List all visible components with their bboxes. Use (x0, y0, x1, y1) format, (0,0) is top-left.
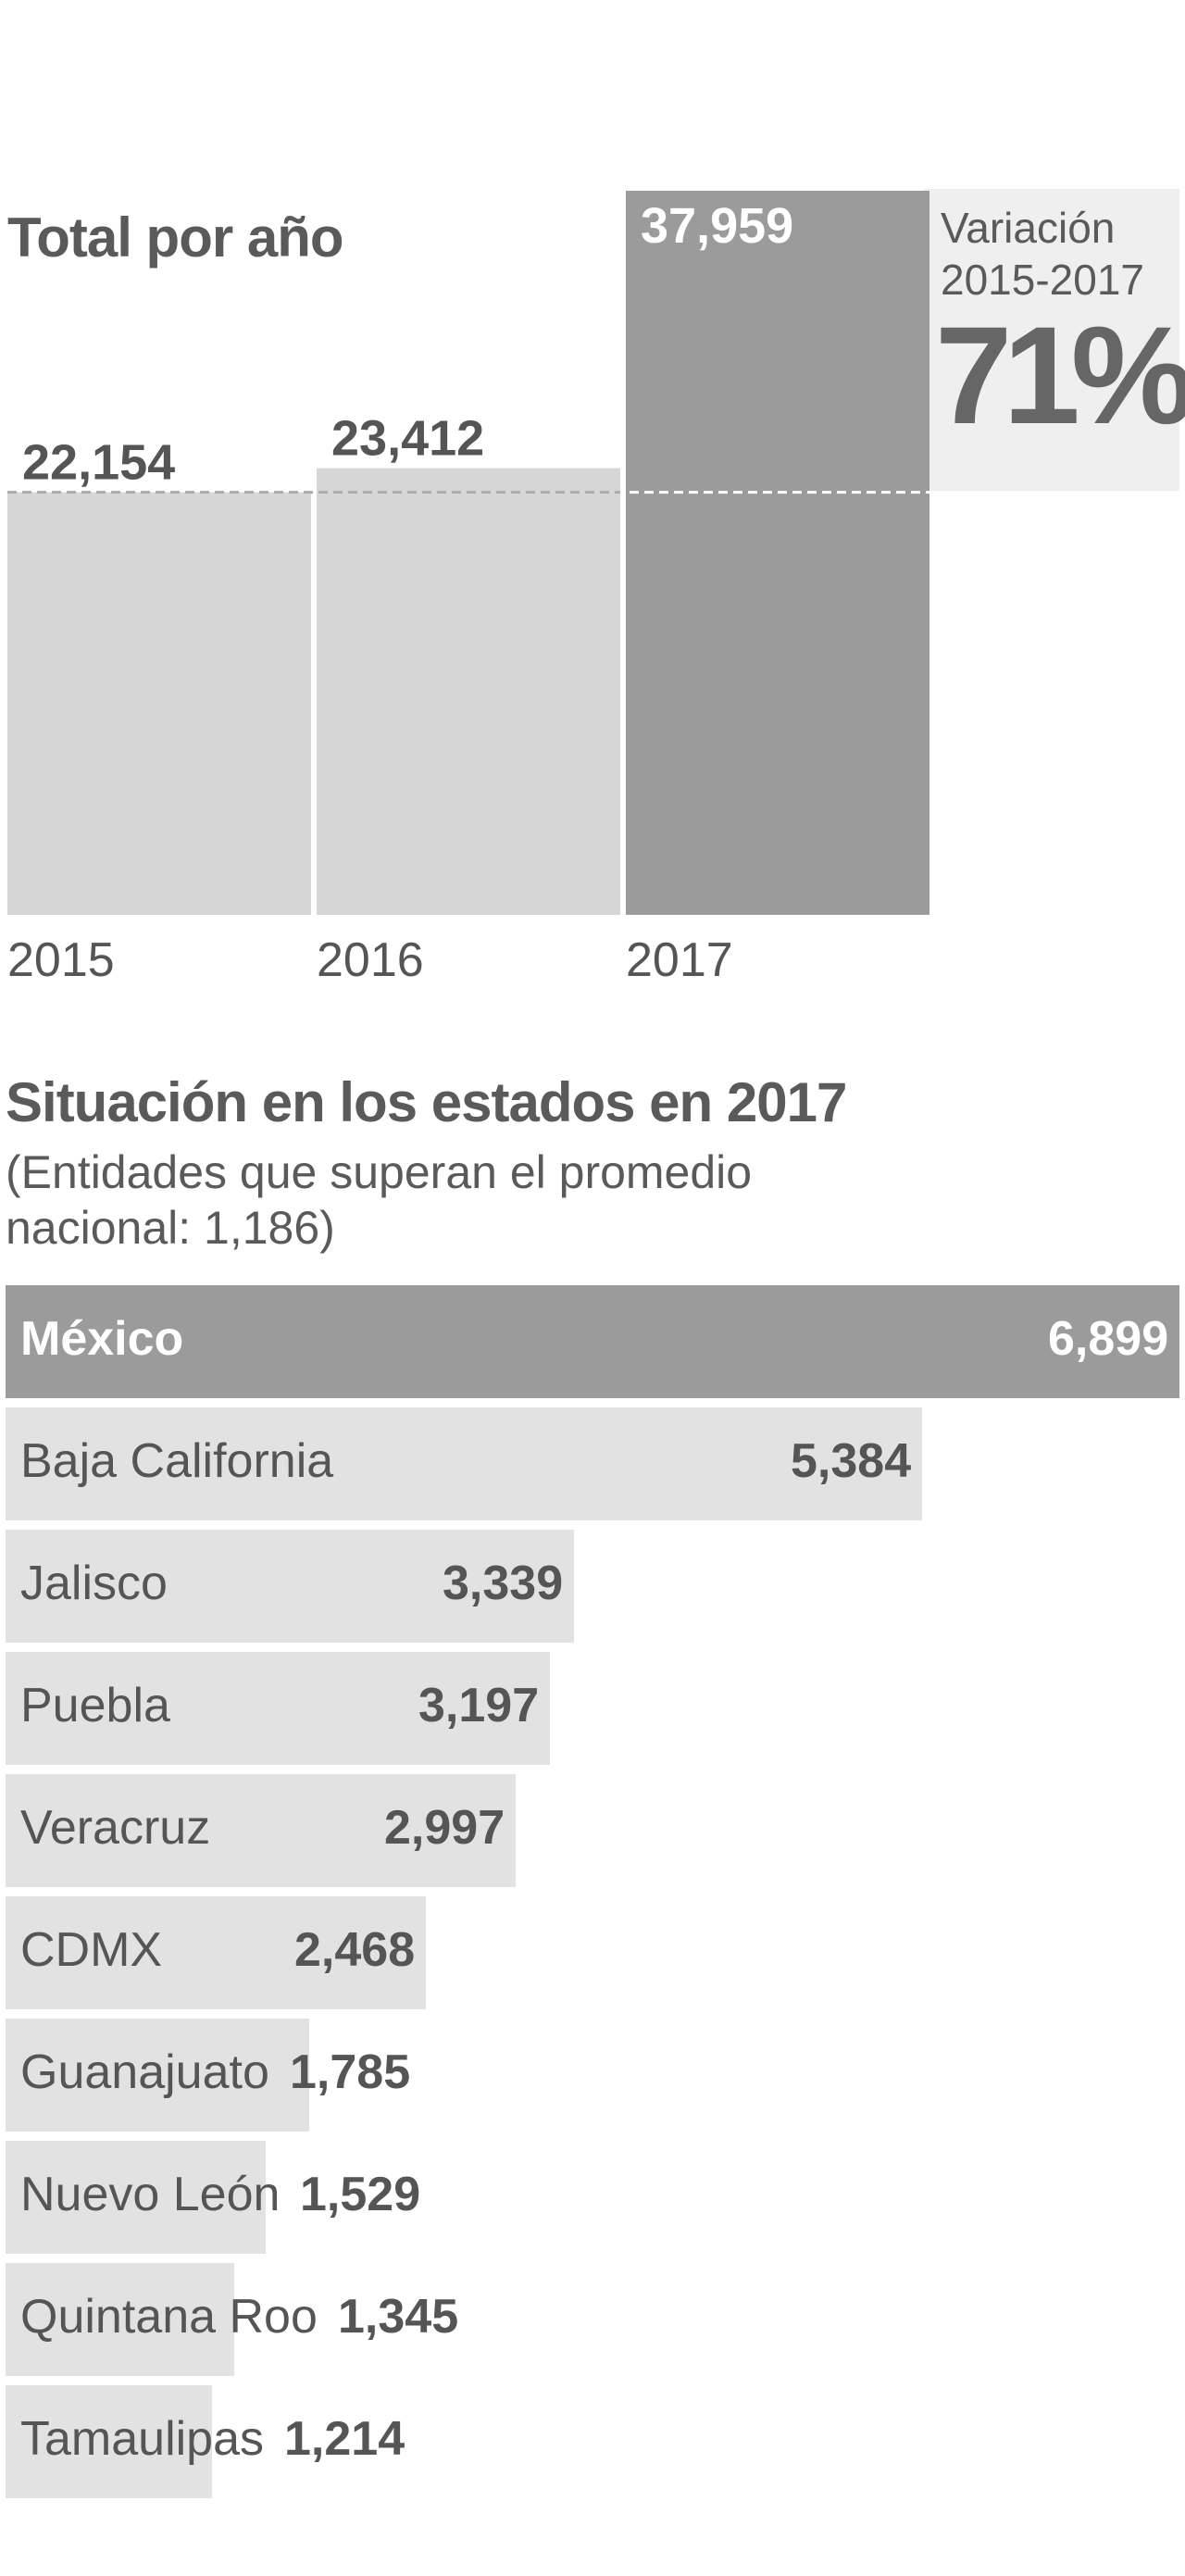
state-name: Nuevo León (20, 2168, 281, 2221)
state-row: Puebla 3,197 (6, 1652, 1179, 1765)
state-name: Jalisco (20, 1557, 168, 1610)
state-row: Quintana Roo 1,345 (6, 2263, 1179, 2376)
state-value: 6,899 (1048, 1312, 1169, 1366)
state-bar (6, 1530, 574, 1643)
state-bar (6, 1407, 922, 1520)
state-name: CDMX (20, 1923, 163, 1977)
state-name: Veracruz (20, 1801, 211, 1855)
state-value: 1,345 (338, 2290, 459, 2344)
state-name: Quintana Roo (20, 2290, 318, 2344)
value-label-2016: 23,412 (331, 411, 484, 467)
state-row: Jalisco 3,339 (6, 1530, 1179, 1643)
state-row: CDMX 2,468 (6, 1896, 1179, 2009)
state-name: Tamaulipas (20, 2412, 265, 2466)
bar-2015 (7, 492, 311, 915)
variation-label: Variación 2015-2017 (941, 204, 1144, 304)
state-row: Nuevo León 1,529 (6, 2141, 1179, 2254)
state-value: 2,468 (294, 1923, 416, 1977)
state-bar (6, 2385, 212, 2498)
state-row: Baja California 5,384 (6, 1407, 1179, 1520)
state-name: Guanajuato (20, 2045, 269, 2099)
bar-2016 (317, 468, 620, 915)
state-value: 1,785 (290, 2045, 411, 2099)
state-bar (6, 1896, 426, 2009)
variation-value: 71% (935, 297, 1185, 453)
state-value: 5,384 (791, 1434, 912, 1488)
state-bar (6, 1285, 1179, 1398)
value-label-2017: 37,959 (641, 198, 793, 254)
state-bar (6, 2263, 234, 2376)
bar-2017 (626, 191, 929, 915)
state-row: Guanajuato 1,785 (6, 2019, 1179, 2132)
chart-title-states: Situación en los estados en 2017 (6, 1071, 847, 1133)
category-label-2016: 2016 (317, 933, 424, 987)
state-value: 2,997 (384, 1801, 505, 1855)
value-label-2015: 22,154 (22, 435, 175, 491)
chart-title-total: Total por año (7, 206, 344, 269)
state-bar (6, 2019, 309, 2132)
state-row: Veracruz 2,997 (6, 1774, 1179, 1887)
state-bar (6, 2141, 266, 2254)
state-bar (6, 1652, 550, 1765)
state-name: México (20, 1312, 184, 1366)
chart-subtitle-states: (Entidades que superan el promedio nacio… (6, 1146, 753, 1254)
state-value: 1,214 (284, 2412, 405, 2466)
state-value: 3,197 (418, 1679, 540, 1732)
category-label-2015: 2015 (7, 933, 115, 987)
state-row: México 6,899 (6, 1285, 1179, 1398)
category-label-2017: 2017 (626, 933, 733, 987)
state-row: Tamaulipas 1,214 (6, 2385, 1179, 2498)
state-value: 1,529 (300, 2168, 421, 2221)
variation-box (924, 189, 1179, 491)
state-value: 3,339 (443, 1557, 564, 1610)
state-name: Baja California (20, 1434, 334, 1488)
state-name: Puebla (20, 1679, 170, 1732)
yearly-bar-chart: 22,154 2015 23,412 2016 37,959 2017 (7, 191, 1178, 987)
state-bar (6, 1774, 516, 1887)
